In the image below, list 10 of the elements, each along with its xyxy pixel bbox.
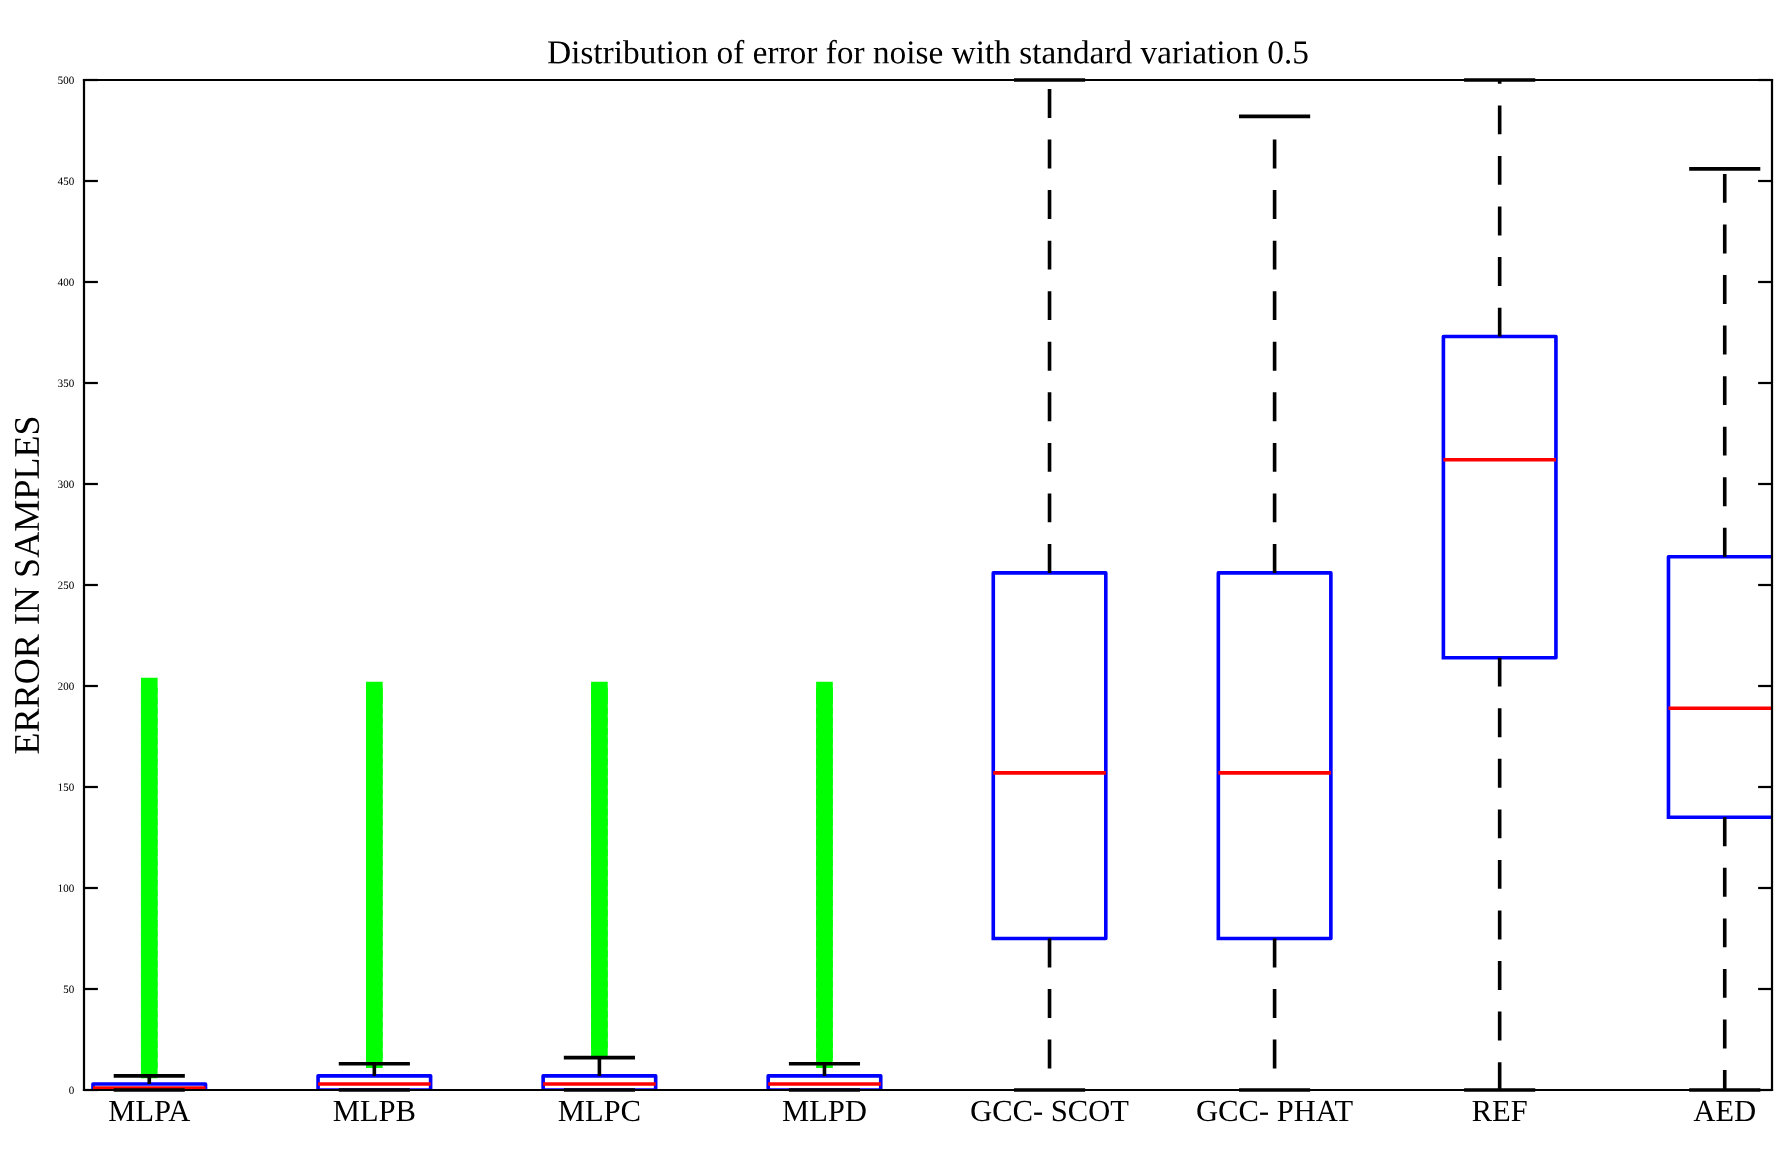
x-tick-label: MLPB [333,1100,415,1122]
x-tick-label: MLPC [558,1100,640,1122]
x-tick-label: AED [1693,1100,1755,1121]
x-tick-label: MLPD [782,1100,866,1121]
x-tick-label: MLPA [109,1100,191,1121]
y-axis-title: ERROR IN SAMPLES [14,417,40,754]
x-tick-label: REF [1472,1100,1527,1121]
x-tick-label: GCC- PHAT [1197,1100,1353,1122]
chart-title: Distribution of error for noise with standard variation 0.5 [548,39,1308,64]
x-tick-label: GCC- SCOT [971,1100,1129,1122]
